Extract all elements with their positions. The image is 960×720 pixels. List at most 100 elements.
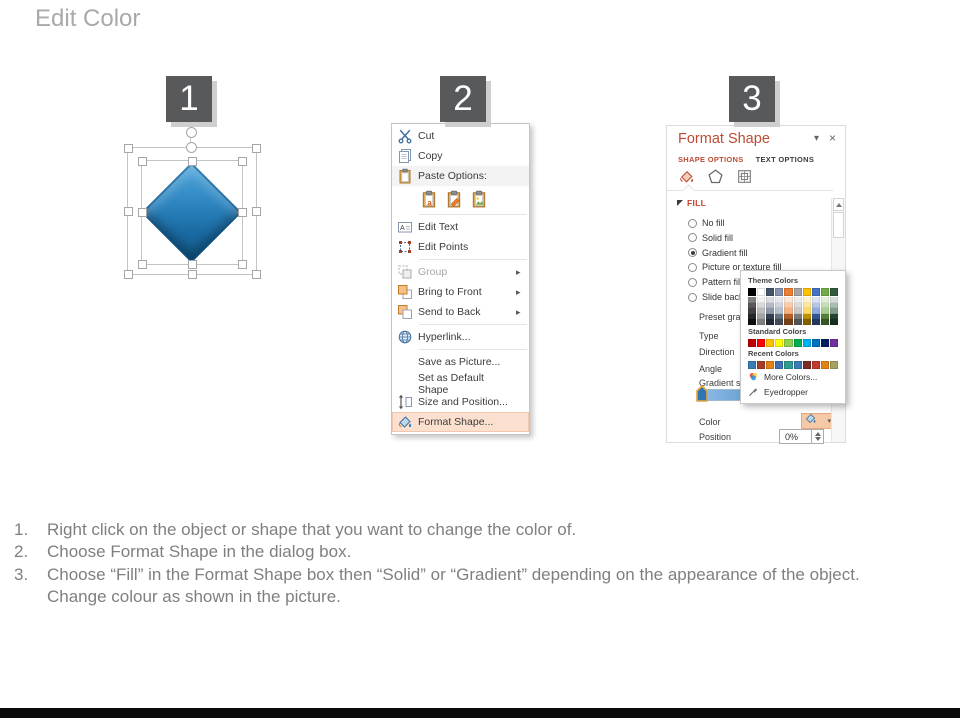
color-swatch[interactable]	[811, 360, 820, 369]
color-swatch[interactable]	[757, 308, 766, 314]
color-swatch[interactable]	[766, 302, 775, 308]
color-swatch[interactable]	[811, 313, 820, 319]
menu-item-send-to-back[interactable]: Send to Back ▸	[392, 302, 529, 322]
color-swatch[interactable]	[820, 319, 829, 325]
selection-handle[interactable]	[251, 206, 261, 216]
selection-handle[interactable]	[123, 206, 133, 216]
color-swatch[interactable]	[811, 308, 820, 314]
fill-option-pattern-fill[interactable]: Pattern fill	[688, 276, 742, 288]
color-swatch[interactable]	[802, 319, 811, 325]
selection-handle[interactable]	[187, 269, 197, 279]
tab-shape-options[interactable]: SHAPE OPTIONS	[678, 155, 744, 164]
color-swatch[interactable]	[820, 360, 829, 369]
color-swatch[interactable]	[820, 338, 829, 347]
color-swatch[interactable]	[829, 297, 838, 303]
scroll-up-icon[interactable]	[833, 198, 844, 211]
selection-handle[interactable]	[123, 143, 133, 153]
color-swatch[interactable]	[757, 360, 766, 369]
color-swatch[interactable]	[802, 288, 811, 296]
color-swatch[interactable]	[820, 302, 829, 308]
color-swatch[interactable]	[766, 313, 775, 319]
selection-handle[interactable]	[237, 208, 247, 217]
color-swatch[interactable]	[802, 313, 811, 319]
color-swatch[interactable]	[793, 338, 802, 347]
close-pane-icon[interactable]: ×	[829, 131, 837, 145]
color-swatch[interactable]	[784, 319, 793, 325]
fill-option-gradient-fill[interactable]: Gradient fill	[688, 247, 748, 259]
color-swatch[interactable]	[757, 302, 766, 308]
paste-keep-source-icon[interactable]: a	[419, 190, 438, 209]
fill-option-solid-fill[interactable]: Solid fill	[688, 232, 733, 244]
color-swatch[interactable]	[784, 313, 793, 319]
color-swatch[interactable]	[811, 302, 820, 308]
selection-handle[interactable]	[237, 156, 247, 166]
gradient-stop-marker[interactable]	[695, 384, 709, 408]
paste-picture-icon[interactable]	[469, 190, 488, 209]
menu-item-save-as-picture[interactable]: Save as Picture...	[392, 352, 529, 372]
spinner-arrows-icon[interactable]	[811, 430, 823, 443]
tab-text-options[interactable]: TEXT OPTIONS	[755, 155, 815, 164]
color-swatch[interactable]	[757, 319, 766, 325]
menu-item-paste-options[interactable]: Paste Options:	[392, 166, 529, 186]
fill-option-no-fill[interactable]: No fill	[688, 217, 725, 229]
menu-item-bring-to-front[interactable]: Bring to Front ▸	[392, 282, 529, 302]
rotation-handle-icon[interactable]	[186, 127, 197, 138]
color-swatch[interactable]	[793, 319, 802, 325]
color-swatch[interactable]	[793, 313, 802, 319]
selection-handle[interactable]	[187, 259, 197, 269]
color-swatch[interactable]	[811, 288, 820, 296]
color-swatch[interactable]	[802, 297, 811, 303]
color-swatch[interactable]	[784, 288, 793, 296]
top-rotation-handle-icon[interactable]	[186, 142, 197, 153]
color-swatch[interactable]	[748, 308, 757, 314]
color-swatch[interactable]	[775, 302, 784, 308]
color-swatch[interactable]	[757, 288, 766, 296]
color-swatch[interactable]	[775, 297, 784, 303]
color-swatch[interactable]	[820, 288, 829, 296]
color-swatch[interactable]	[784, 297, 793, 303]
color-swatch[interactable]	[775, 288, 784, 296]
color-swatch[interactable]	[748, 297, 757, 303]
color-swatch[interactable]	[784, 308, 793, 314]
color-swatch[interactable]	[757, 338, 766, 347]
color-swatch[interactable]	[784, 338, 793, 347]
menu-item-edit-text[interactable]: A Edit Text	[392, 217, 529, 237]
size-properties-icon[interactable]	[736, 168, 753, 190]
color-swatch[interactable]	[748, 313, 757, 319]
more-colors-item[interactable]: More Colors...	[748, 371, 838, 384]
color-swatch[interactable]	[748, 360, 757, 369]
color-swatch[interactable]	[775, 308, 784, 314]
color-swatch[interactable]	[766, 297, 775, 303]
color-swatch[interactable]	[766, 308, 775, 314]
selection-handle[interactable]	[137, 259, 147, 269]
selection-handle[interactable]	[123, 269, 133, 279]
color-swatch[interactable]	[802, 360, 811, 369]
color-swatch[interactable]	[793, 308, 802, 314]
color-swatch[interactable]	[793, 360, 802, 369]
selection-handle[interactable]	[137, 156, 147, 166]
menu-item-size-position[interactable]: Size and Position...	[392, 392, 529, 412]
menu-item-set-default-shape[interactable]: Set as Default Shape	[392, 372, 529, 396]
menu-item-copy[interactable]: Copy	[392, 146, 529, 166]
color-swatch[interactable]	[802, 302, 811, 308]
color-swatch[interactable]	[802, 338, 811, 347]
color-swatch[interactable]	[820, 297, 829, 303]
fill-option-picture-or-texture-fill[interactable]: Picture or texture fill	[688, 261, 782, 273]
color-swatch[interactable]	[766, 338, 775, 347]
menu-item-format-shape[interactable]: Format Shape...	[392, 412, 529, 432]
color-swatch[interactable]	[766, 319, 775, 325]
color-swatch[interactable]	[793, 302, 802, 308]
selection-handle[interactable]	[187, 156, 197, 166]
color-swatch[interactable]	[775, 338, 784, 347]
collapse-pane-icon[interactable]: ▾	[814, 133, 820, 144]
color-swatch[interactable]	[829, 313, 838, 319]
color-swatch[interactable]	[775, 313, 784, 319]
color-swatch[interactable]	[802, 308, 811, 314]
color-swatch[interactable]	[775, 319, 784, 325]
color-swatch[interactable]	[829, 360, 838, 369]
color-swatch[interactable]	[748, 338, 757, 347]
fill-bucket-icon[interactable]	[678, 168, 695, 190]
color-swatch[interactable]	[811, 319, 820, 325]
color-swatch[interactable]	[829, 302, 838, 308]
color-swatch[interactable]	[757, 313, 766, 319]
